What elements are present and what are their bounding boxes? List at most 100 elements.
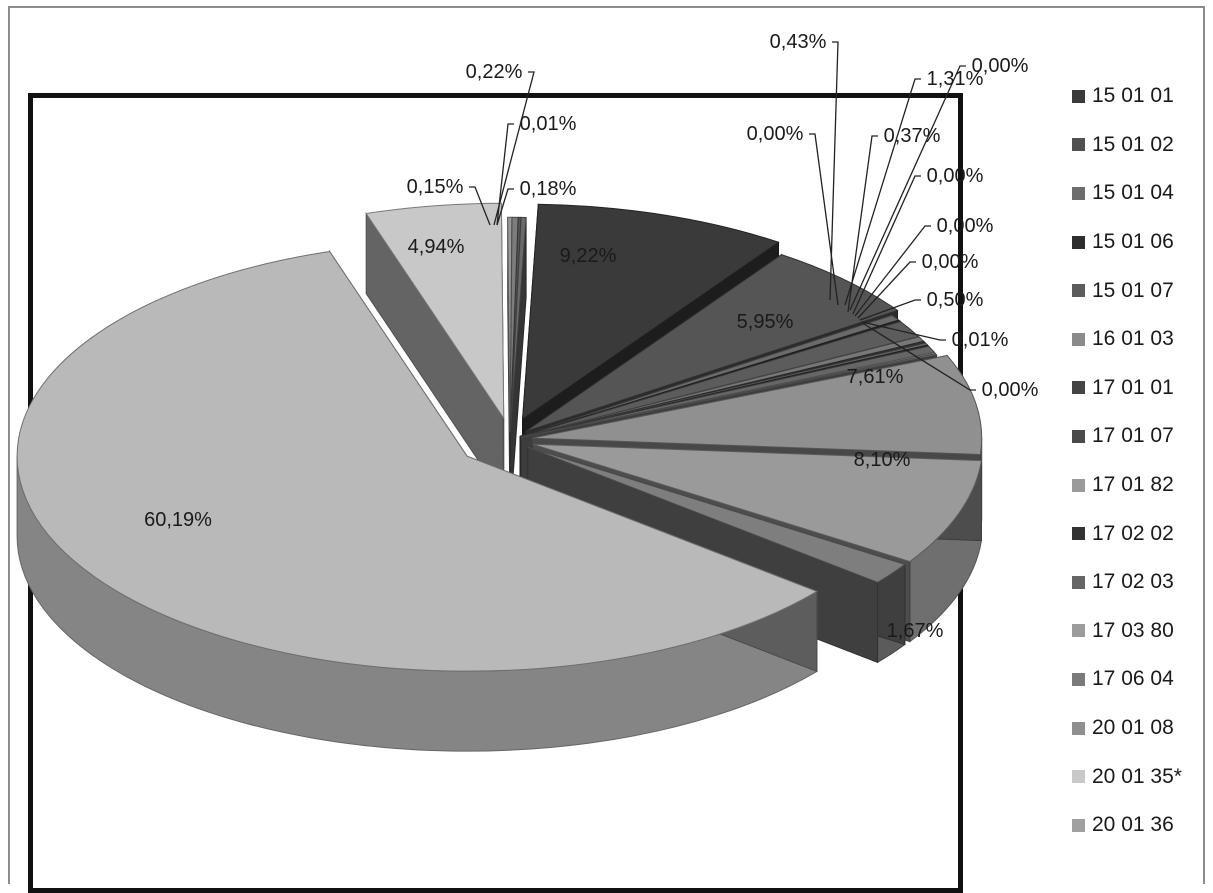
legend-swatch (1072, 138, 1085, 152)
legend-swatch (1072, 186, 1085, 200)
data-label: 5,95% (737, 311, 794, 333)
data-label: 0,01% (952, 329, 1009, 351)
pie-slice (531, 354, 983, 455)
pie-slice (532, 443, 983, 563)
leader-line (493, 71, 535, 226)
chart-outer-frame (8, 6, 1205, 884)
leader-line (849, 65, 966, 311)
legend-swatch (1072, 332, 1085, 346)
data-label: 0,00% (982, 379, 1039, 401)
data-label: 1,67% (887, 620, 944, 642)
legend-label: 17 02 02 (1092, 521, 1174, 545)
legend: 15 01 01 15 01 02 15 01 04 15 01 06 15 01 07… (1072, 72, 1182, 850)
legend-item: 15 01 01 (1072, 72, 1182, 121)
legend-item: 15 01 04 (1072, 169, 1182, 218)
leader-lines (469, 41, 976, 391)
pie-slice (16, 250, 819, 672)
data-label: 0,00% (747, 123, 804, 145)
data-labels: 9,22%5,95%0,43%0,00%1,31%0,00%0,37%0,00%… (144, 31, 1038, 642)
legend-item: 15 01 07 (1072, 266, 1182, 315)
leader-line (844, 78, 921, 306)
legend-swatch (1072, 624, 1085, 638)
data-label: 60,19% (144, 509, 212, 531)
pie-slice (520, 353, 938, 438)
data-label: 0,37% (884, 125, 941, 147)
legend-item: 20 01 36 (1072, 801, 1182, 850)
pie-slice (525, 254, 899, 432)
legend-item: 17 02 03 (1072, 558, 1182, 607)
data-label: 0,00% (937, 215, 994, 237)
legend-swatch (1072, 89, 1085, 103)
legend-item: 17 02 02 (1072, 509, 1182, 558)
leader-line (469, 186, 491, 226)
legend-swatch (1072, 478, 1085, 492)
data-label: 0,00% (922, 251, 979, 273)
data-label: 4,94% (408, 236, 465, 258)
data-label: 8,10% (854, 449, 911, 471)
legend-item: 20 01 35* (1072, 752, 1182, 801)
leader-line (861, 321, 946, 341)
data-label: 1,31% (927, 68, 984, 90)
data-label: 0,15% (407, 176, 464, 198)
leader-line (496, 123, 514, 226)
legend-item: 15 01 06 (1072, 218, 1182, 267)
leader-line (852, 175, 921, 315)
data-label: 0,22% (466, 61, 523, 83)
legend-item: 15 01 02 (1072, 121, 1182, 170)
data-label: 7,61% (847, 366, 904, 388)
leader-line (847, 135, 878, 313)
pie-slice (522, 203, 780, 421)
data-label: 0,00% (927, 165, 984, 187)
legend-label: 17 06 04 (1092, 667, 1174, 691)
pie-tops (16, 202, 983, 672)
legend-item: 17 03 80 (1072, 607, 1182, 656)
legend-swatch (1072, 381, 1085, 395)
leader-line (863, 323, 976, 391)
pie-slice (365, 202, 505, 420)
pie-slice (527, 446, 906, 583)
data-label: 0,18% (520, 178, 577, 200)
legend-swatch (1072, 575, 1085, 589)
legend-swatch (1072, 429, 1085, 443)
legend-item: 20 01 08 (1072, 704, 1182, 753)
leader-line (857, 261, 916, 319)
legend-swatch (1072, 818, 1085, 832)
legend-label: 15 01 02 (1092, 132, 1174, 156)
legend-item: 17 01 82 (1072, 461, 1182, 510)
legend-swatch (1072, 235, 1085, 249)
legend-swatch (1072, 721, 1085, 735)
legend-item: 17 06 04 (1072, 655, 1182, 704)
legend-label: 15 01 07 (1092, 278, 1174, 302)
leader-line (854, 225, 931, 317)
legend-label: 17 02 03 (1092, 570, 1174, 594)
leader-line (809, 133, 839, 306)
legend-label: 15 01 06 (1092, 230, 1174, 254)
legend-label: 17 03 80 (1092, 618, 1174, 642)
legend-label: 15 01 04 (1092, 181, 1174, 205)
legend-item: 17 01 01 (1072, 364, 1182, 413)
legend-label: 16 01 03 (1092, 327, 1174, 351)
legend-label: 20 01 36 (1092, 813, 1174, 837)
data-label: 0,01% (520, 113, 577, 135)
legend-label: 17 01 07 (1092, 424, 1174, 448)
leader-line (859, 299, 921, 321)
pie-slice (509, 216, 527, 433)
legend-swatch (1072, 770, 1085, 784)
legend-swatch (1072, 527, 1085, 541)
data-label: 0,00% (972, 55, 1029, 77)
legend-label: 17 01 82 (1092, 473, 1174, 497)
legend-label: 17 01 01 (1092, 375, 1174, 399)
legend-item: 17 01 07 (1072, 412, 1182, 461)
data-label: 9,22% (560, 245, 617, 267)
legend-swatch (1072, 672, 1085, 686)
legend-item: 16 01 03 (1072, 315, 1182, 364)
leader-line (829, 41, 839, 301)
data-label: 0,43% (770, 31, 827, 53)
legend-label: 15 01 01 (1092, 84, 1174, 108)
leader-line (496, 188, 514, 226)
legend-label: 20 01 08 (1092, 716, 1174, 740)
legend-swatch (1072, 284, 1085, 298)
legend-label: 20 01 35* (1092, 764, 1182, 788)
data-label: 0,50% (927, 289, 984, 311)
